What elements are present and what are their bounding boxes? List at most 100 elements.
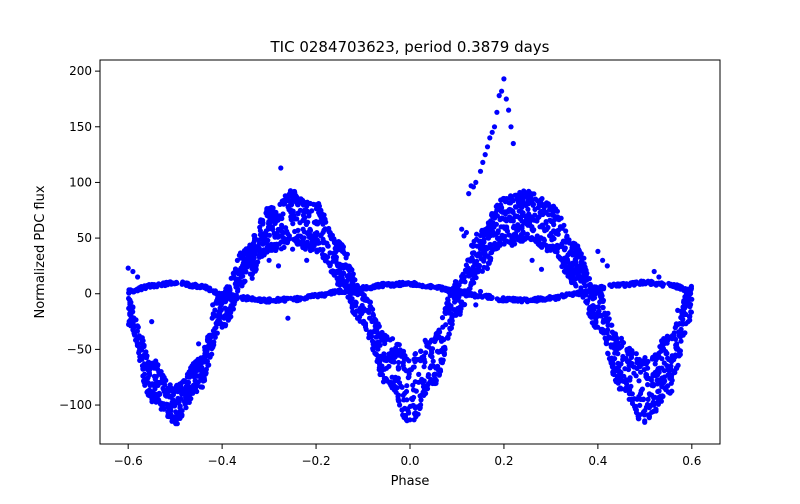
data-point: [645, 396, 651, 402]
data-point: [259, 236, 265, 242]
data-point: [342, 251, 348, 257]
data-point: [295, 227, 301, 233]
data-point: [522, 213, 529, 219]
data-point: [348, 297, 354, 303]
secondary-data-point: [560, 294, 566, 300]
data-point: [250, 255, 256, 261]
flare-point: [470, 184, 476, 190]
data-point: [446, 301, 452, 307]
secondary-data-point: [641, 279, 647, 285]
outlier-point: [149, 319, 155, 325]
data-point: [189, 384, 195, 390]
data-point: [192, 370, 198, 376]
data-point: [565, 259, 571, 265]
secondary-data-point: [390, 281, 396, 287]
data-point: [203, 370, 209, 376]
flare-point: [487, 135, 493, 141]
data-point: [445, 297, 451, 303]
data-point: [520, 230, 526, 236]
data-point: [477, 253, 483, 259]
data-point: [395, 364, 401, 370]
data-point: [650, 381, 656, 387]
data-point: [293, 199, 299, 205]
data-point: [170, 416, 176, 422]
secondary-data-point: [233, 292, 239, 298]
data-point: [563, 228, 569, 234]
data-point: [570, 250, 577, 256]
data-point: [212, 326, 218, 332]
data-point: [631, 364, 637, 370]
data-point: [238, 281, 244, 287]
y-tick-label: −50: [67, 342, 92, 356]
data-point: [521, 201, 527, 207]
data-point: [512, 204, 519, 210]
data-point: [536, 238, 542, 244]
data-point: [394, 341, 400, 348]
data-point: [206, 344, 212, 350]
data-point: [401, 406, 407, 412]
data-point: [199, 364, 205, 371]
data-point: [144, 353, 150, 359]
data-point: [276, 241, 282, 247]
data-point: [276, 213, 283, 219]
y-axis-ticks: −100 −50 0 50 100 150 200: [59, 64, 100, 412]
secondary-data-point: [190, 282, 196, 288]
data-point: [443, 310, 449, 316]
secondary-data-point: [593, 284, 599, 291]
data-point: [257, 224, 263, 230]
data-point: [284, 228, 290, 234]
data-point: [612, 350, 618, 356]
data-point: [618, 344, 624, 350]
data-point: [137, 354, 143, 360]
data-point: [338, 273, 344, 279]
secondary-data-point: [648, 281, 654, 287]
data-point: [559, 225, 565, 231]
data-point: [521, 235, 528, 241]
data-point: [130, 304, 136, 311]
data-point: [593, 316, 599, 322]
data-point: [379, 363, 385, 369]
data-point: [625, 346, 631, 352]
data-point: [590, 296, 596, 302]
data-point: [608, 344, 614, 350]
data-point: [364, 297, 370, 303]
data-point: [527, 200, 533, 206]
data-point: [655, 366, 661, 372]
data-point: [386, 363, 392, 369]
data-point: [574, 263, 580, 269]
data-point: [224, 284, 230, 290]
data-point: [174, 413, 180, 419]
secondary-data-point: [666, 280, 672, 287]
data-point: [418, 397, 424, 403]
data-point: [477, 246, 484, 252]
data-point: [618, 386, 624, 392]
data-point: [142, 371, 148, 377]
data-point: [580, 269, 586, 275]
data-point: [383, 375, 389, 382]
data-point: [386, 351, 392, 357]
data-point: [520, 197, 526, 203]
data-point: [562, 245, 568, 251]
secondary-data-point: [584, 289, 591, 295]
secondary-data-point: [677, 284, 683, 290]
data-point: [266, 232, 272, 238]
data-point: [205, 362, 211, 368]
secondary-data-point: [550, 295, 556, 301]
outlier-point: [130, 268, 136, 275]
data-point: [435, 363, 441, 369]
data-point: [374, 326, 380, 333]
data-point: [581, 255, 587, 261]
data-point: [177, 384, 183, 390]
data-point: [485, 260, 491, 266]
data-point: [449, 315, 455, 321]
secondary-data-point: [537, 295, 543, 301]
data-point: [436, 371, 442, 377]
data-point: [271, 230, 277, 236]
data-point: [483, 226, 489, 233]
data-point: [552, 216, 558, 222]
data-point: [266, 220, 272, 226]
data-point: [673, 321, 680, 327]
data-point: [605, 327, 611, 333]
secondary-data-point: [660, 283, 666, 289]
data-point: [637, 412, 643, 418]
